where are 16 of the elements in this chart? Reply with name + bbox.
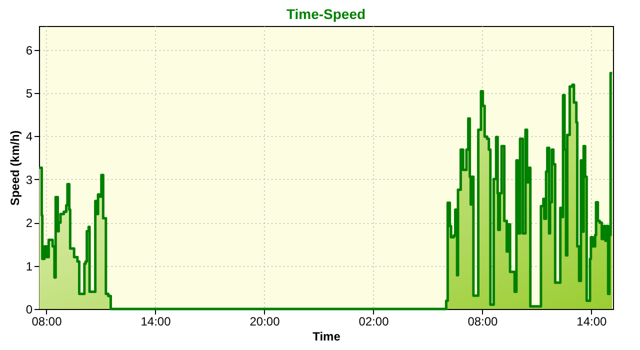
y-tick-label: 4	[26, 130, 33, 144]
y-tick-label: 3	[26, 172, 33, 187]
x-tick-label: 08:00	[468, 314, 498, 328]
x-tick-label: 02:00	[358, 314, 390, 328]
x-tick-label: 20:00	[250, 314, 280, 328]
x-tick-label: 14:00	[140, 314, 172, 328]
y-tick-label: 0	[26, 302, 33, 316]
x-tick-label: 14:00	[576, 314, 608, 328]
chart-title: Time-Speed	[286, 6, 366, 22]
y-tick-label: 6	[26, 43, 33, 58]
x-tick-label: 08:00	[32, 314, 62, 328]
y-tick-label: 2	[26, 216, 33, 230]
y-tick-label: 1	[26, 259, 33, 274]
x-axis-title: Time	[312, 330, 341, 344]
y-tick-label: 5	[26, 86, 33, 100]
y-axis-title: Speed (km/h)	[8, 130, 22, 206]
